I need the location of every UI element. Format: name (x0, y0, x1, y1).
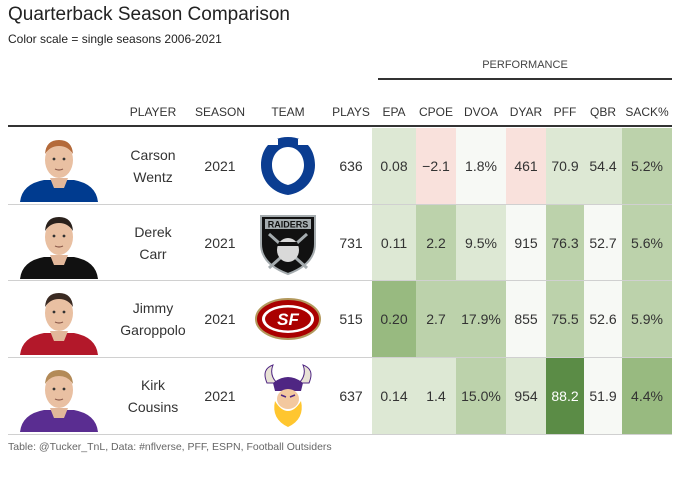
footer-rule (8, 434, 672, 435)
column-header-dyar: DYAR (509, 105, 543, 119)
column-header-pff: PFF (553, 105, 577, 119)
source-note: Table: @Tucker_TnL, Data: #nflverse, PFF… (8, 441, 332, 453)
svg-text:RAIDERS: RAIDERS (268, 219, 309, 229)
player-last-name: Carr (139, 245, 167, 262)
plays-cell: 731 (339, 234, 363, 251)
metric-cell-qbr: 54.4 (584, 128, 622, 204)
season-cell: 2021 (204, 311, 236, 327)
player-name-cell: Carson Wentz (112, 128, 194, 204)
metric-cell-pff: 70.9 (546, 128, 584, 204)
column-header-season: SEASON (194, 105, 245, 119)
metric-cell-sack-pct: 5.9% (622, 281, 672, 357)
metric-cell-cpoe: −2.1 (416, 128, 456, 204)
player-first-name: Kirk (140, 376, 166, 393)
metric-cell-epa: 0.11 (372, 204, 416, 281)
column-header-cpoe: CPOE (418, 105, 453, 119)
raiders-logo-icon: RAIDERS (253, 208, 323, 283)
player-first-name: Carson (130, 147, 176, 163)
player-first-name: Derek (134, 223, 172, 240)
season-cell: 2021 (204, 387, 236, 404)
season-cell: 2021 (204, 234, 236, 251)
metric-cell-dyar: 461 (506, 128, 546, 204)
column-header-sack-pct: SACK% (625, 105, 669, 119)
player-name-cell: Jimmy Garoppolo (112, 281, 194, 357)
metric-cell-pff: 88.2 (546, 357, 584, 434)
season-cell: 2021 (204, 158, 236, 174)
metric-cell-epa: 0.08 (372, 128, 416, 204)
metric-cell-qbr: 52.7 (584, 204, 622, 281)
player-last-name: Wentz (133, 169, 173, 185)
metric-cell-dvoa: 9.5% (456, 204, 506, 281)
header-rule (8, 125, 672, 127)
metric-cell-qbr: 51.9 (584, 357, 622, 434)
plays-cell: 636 (339, 158, 363, 174)
plays-cell: 515 (339, 311, 363, 327)
row-separator (8, 280, 672, 281)
metric-cell-sack-pct: 4.4% (622, 357, 672, 434)
player-first-name: Jimmy (132, 300, 174, 316)
player-last-name: Garoppolo (120, 322, 186, 338)
performance-spanner-label: PERFORMANCE (482, 59, 568, 71)
column-header-player: PLAYER (129, 105, 177, 119)
player-headshot-icon (16, 285, 102, 360)
metric-cell-dyar: 855 (506, 281, 546, 357)
column-header-team: TEAM (271, 105, 305, 119)
page-subtitle: Color scale = single seasons 2006-2021 (8, 32, 222, 46)
49ers-logo-icon: SF (253, 284, 323, 359)
metric-cell-sack-pct: 5.2% (622, 128, 672, 204)
player-name-cell: Kirk Cousins (112, 358, 194, 434)
metric-cell-qbr: 52.6 (584, 281, 622, 357)
svg-text:SF: SF (277, 310, 299, 329)
metric-cell-dyar: 915 (506, 204, 546, 281)
table-row: Derek Carr 2021 RAIDERS 731 0.11 2.2 9.5% 915 7… (0, 204, 680, 284)
metric-cell-dvoa: 1.8% (456, 128, 506, 204)
vikings-logo-icon (253, 361, 323, 436)
metric-cell-dvoa: 17.9% (456, 281, 506, 357)
metric-cell-epa: 0.14 (372, 357, 416, 434)
row-separator (8, 356, 672, 358)
metric-cell-cpoe: 1.4 (416, 357, 456, 434)
metric-cell-pff: 76.3 (546, 204, 584, 281)
column-header-plays: PLAYS (332, 105, 370, 119)
table-row: Kirk Cousins 2021 637 0.14 1.4 15.0% 954 88.2 51… (0, 357, 680, 437)
metric-cell-sack-pct: 5.6% (622, 204, 672, 281)
page-title: Quarterback Season Comparison (8, 4, 290, 25)
player-name-cell: Derek Carr (112, 205, 194, 281)
player-headshot-icon (16, 362, 102, 437)
metric-cell-dyar: 954 (506, 357, 546, 434)
player-headshot-icon (16, 132, 102, 207)
metric-cell-dvoa: 15.0% (456, 357, 506, 434)
row-separator (8, 203, 672, 205)
column-header-dvoa: DVOA (463, 105, 498, 119)
colts-logo-icon (253, 131, 323, 206)
performance-spanner-line (378, 78, 672, 80)
table-row: Jimmy Garoppolo 2021 SF 515 0.20 2.7 17.9% 855… (0, 281, 680, 357)
metric-cell-cpoe: 2.7 (416, 281, 456, 357)
table-row: Carson Wentz 2021 636 0.08 −2.1 1.8% 461 70.9 54… (0, 128, 680, 204)
metric-cell-cpoe: 2.2 (416, 204, 456, 281)
plays-cell: 637 (339, 387, 363, 404)
metric-cell-pff: 75.5 (546, 281, 584, 357)
column-header-epa: EPA (382, 105, 406, 119)
player-last-name: Cousins (127, 398, 179, 415)
column-header-qbr: QBR (589, 105, 616, 119)
player-headshot-icon (16, 209, 102, 284)
metric-cell-epa: 0.20 (372, 281, 416, 357)
